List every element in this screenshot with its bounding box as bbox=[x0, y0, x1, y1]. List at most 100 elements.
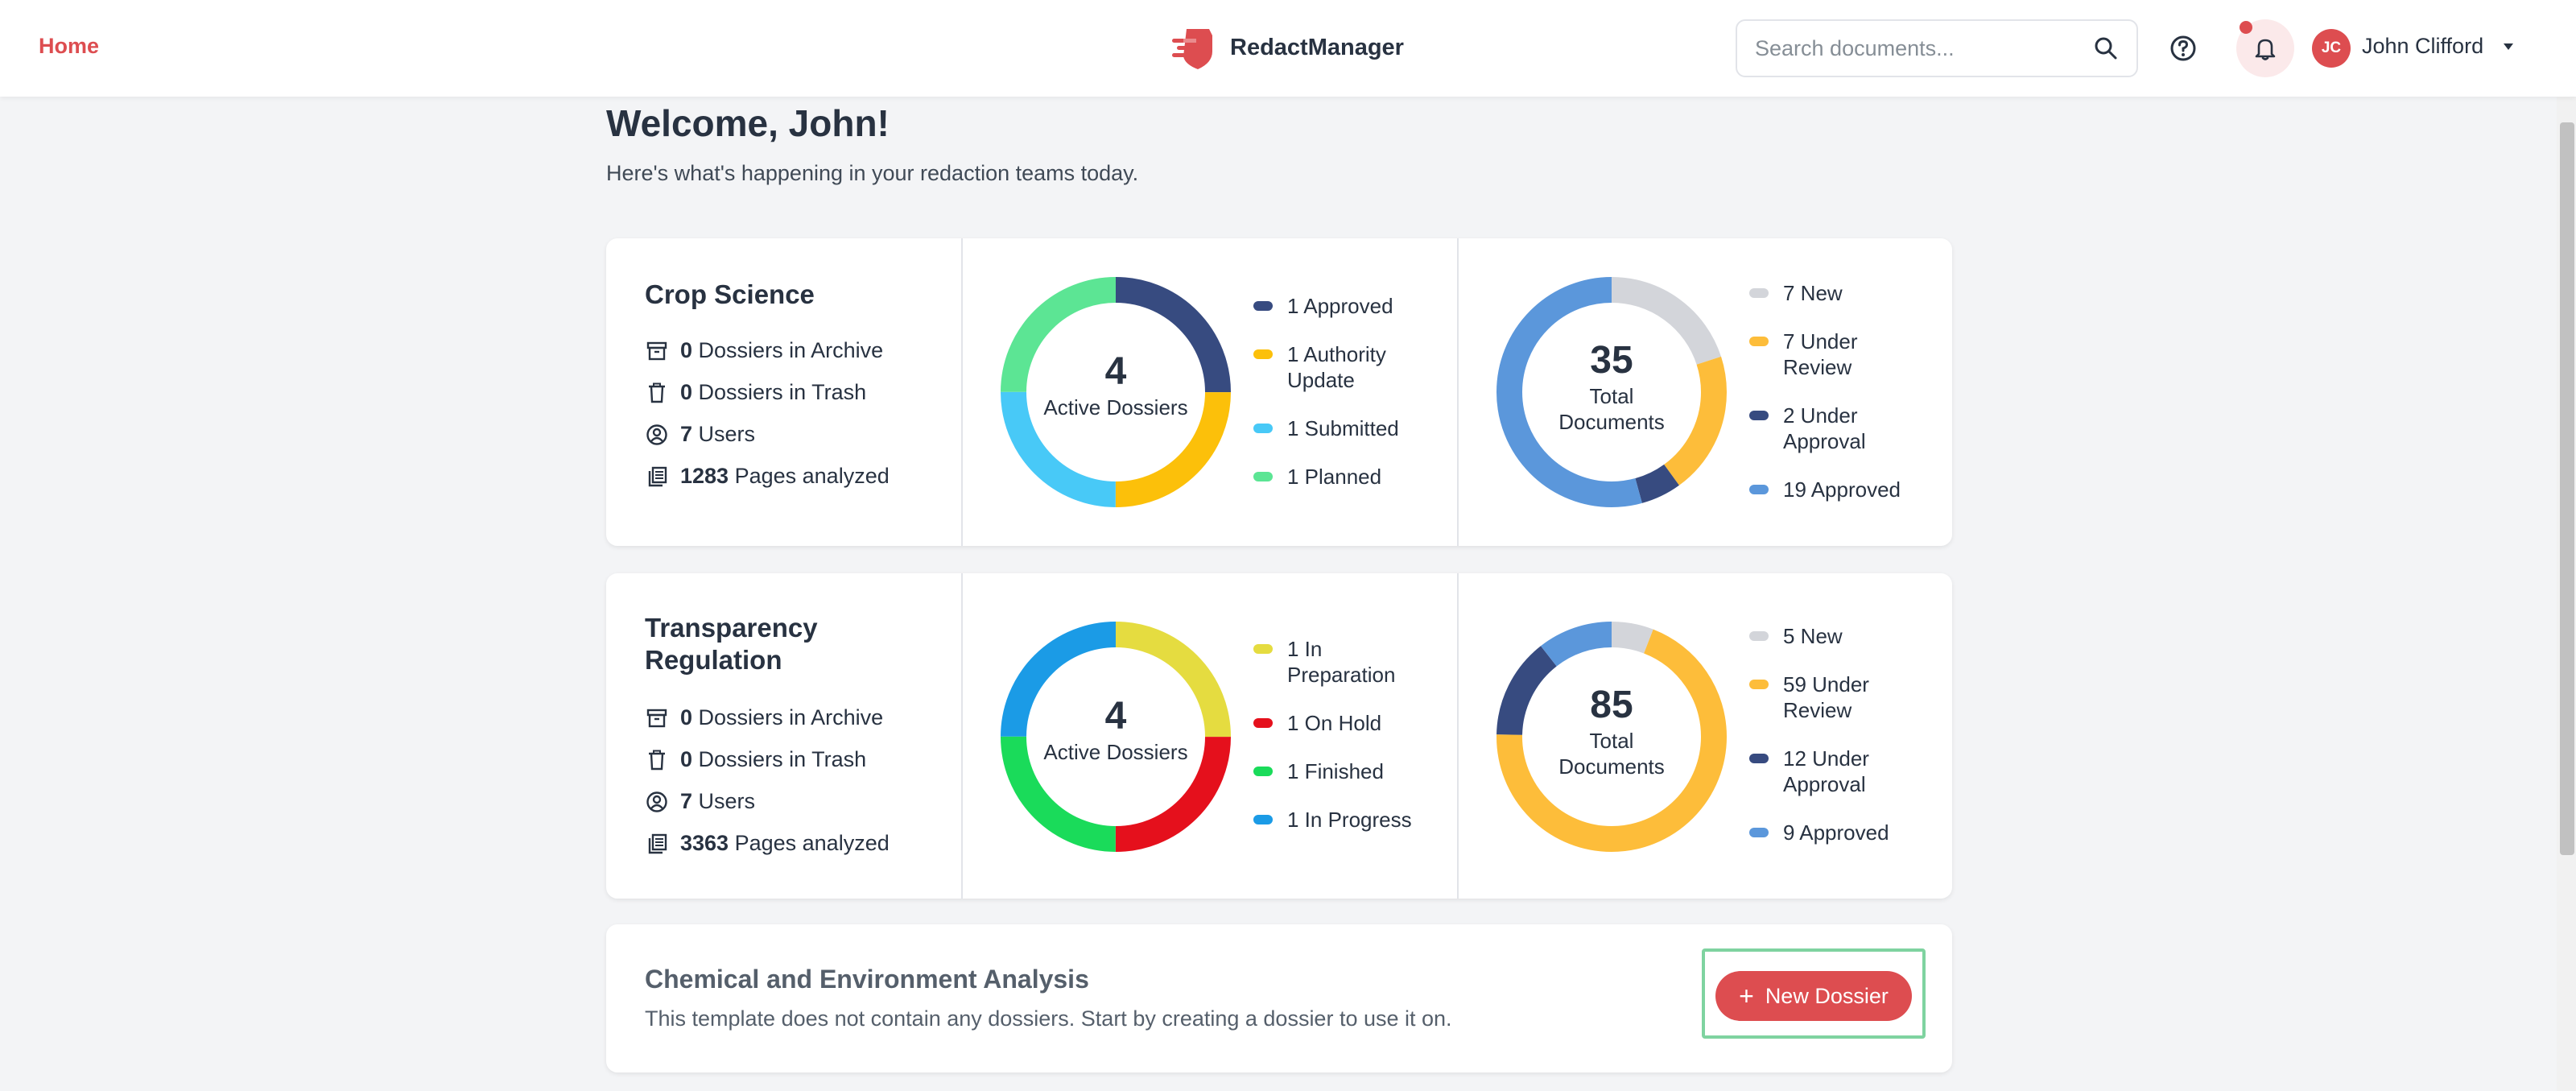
legend-item[interactable]: 1 In Progress bbox=[1253, 807, 1430, 833]
legend-item[interactable]: 7 Under Review bbox=[1749, 329, 1926, 380]
pages-icon bbox=[645, 465, 669, 489]
legend-item[interactable]: 2 Under Approval bbox=[1749, 403, 1926, 454]
brand: RedactManager bbox=[1169, 23, 1404, 72]
legend-item[interactable]: 1 Planned bbox=[1253, 464, 1430, 490]
avatar[interactable]: JC bbox=[2312, 29, 2351, 68]
legend-dot bbox=[1253, 349, 1273, 359]
stat-value: 0 bbox=[680, 705, 693, 729]
stat-label: Users bbox=[698, 422, 756, 446]
legend-item[interactable]: 1 Finished bbox=[1253, 758, 1430, 784]
stat-label: Pages analyzed bbox=[734, 831, 890, 855]
donut-segment bbox=[1001, 277, 1231, 507]
legend-dot bbox=[1253, 718, 1273, 728]
user-circle-icon bbox=[645, 790, 669, 814]
stat-value: 7 bbox=[680, 422, 693, 446]
home-link[interactable]: Home bbox=[39, 34, 100, 58]
legend-dot bbox=[1749, 411, 1769, 420]
stat-pages: 1283 Pages analyzed bbox=[645, 464, 890, 489]
active-dossiers-count: 4 bbox=[1104, 350, 1127, 393]
focus-highlight bbox=[1702, 948, 1926, 1039]
legend-label: 5 New bbox=[1783, 624, 1843, 648]
legend-item[interactable]: 1 In Preparation bbox=[1253, 636, 1430, 688]
stat-label: Dossiers in Archive bbox=[698, 705, 884, 729]
legend-label: 59 Under Review bbox=[1783, 672, 1869, 722]
donut-segment bbox=[1001, 622, 1231, 852]
page-subtitle: Here's what's happening in your redactio… bbox=[606, 161, 1139, 185]
brand-name: RedactManager bbox=[1230, 34, 1404, 60]
legend-item[interactable]: 1 On Hold bbox=[1253, 710, 1430, 736]
donut-center: 4 Active Dossiers bbox=[1001, 349, 1231, 420]
legend-item[interactable]: 59 Under Review bbox=[1749, 672, 1926, 723]
donut-segment bbox=[1001, 622, 1231, 852]
legend-dot bbox=[1749, 680, 1769, 689]
legend-dot bbox=[1253, 815, 1273, 824]
legend-label: 1 On Hold bbox=[1287, 711, 1382, 735]
stat-archive: 0 Dossiers in Archive bbox=[645, 338, 883, 363]
divider bbox=[961, 238, 963, 546]
divider bbox=[1457, 573, 1459, 899]
legend-item[interactable]: 12 Under Approval bbox=[1749, 746, 1926, 797]
trash-icon bbox=[645, 748, 669, 772]
team-card-crop-science: Crop Science 0 Dossiers in Archive 0 Dos… bbox=[606, 238, 1952, 546]
active-dossiers-label: Active Dossiers bbox=[1043, 395, 1188, 419]
user-name[interactable]: John Clifford bbox=[2362, 34, 2484, 58]
legend-item[interactable]: 1 Approved bbox=[1253, 293, 1430, 319]
team-name[interactable]: Crop Science bbox=[645, 279, 815, 309]
legend-item[interactable]: 5 New bbox=[1749, 623, 1926, 649]
active-dossiers-donut bbox=[1001, 622, 1231, 852]
legend-dot bbox=[1253, 767, 1273, 776]
help-icon[interactable] bbox=[2169, 34, 2198, 63]
stat-pages: 3363 Pages analyzed bbox=[645, 831, 890, 856]
active-dossiers-count: 4 bbox=[1104, 695, 1127, 738]
new-dossier-button[interactable]: + New Dossier bbox=[1715, 971, 1912, 1021]
search-icon[interactable] bbox=[2093, 35, 2119, 61]
stat-value: 3363 bbox=[680, 831, 729, 855]
template-title: Chemical and Environment Analysis bbox=[645, 965, 1089, 994]
bell-icon bbox=[2255, 39, 2276, 60]
total-documents-label-1: Total bbox=[1589, 729, 1634, 753]
donut-segment bbox=[1496, 622, 1727, 852]
stat-trash: 0 Dossiers in Trash bbox=[645, 380, 866, 405]
legend-dot bbox=[1253, 424, 1273, 433]
search-input[interactable] bbox=[1755, 35, 2093, 61]
stat-trash: 0 Dossiers in Trash bbox=[645, 747, 866, 772]
legend-dot bbox=[1749, 754, 1769, 763]
trash-icon bbox=[645, 381, 669, 405]
active-dossiers-donut bbox=[1001, 277, 1231, 507]
archive-icon bbox=[645, 339, 669, 363]
notification-badge bbox=[2240, 21, 2252, 34]
legend-label: 1 Planned bbox=[1287, 465, 1382, 489]
legend-label: 9 Approved bbox=[1783, 820, 1889, 845]
total-documents-label-2: Documents bbox=[1558, 754, 1665, 779]
legend-label: 12 Under Approval bbox=[1783, 746, 1869, 796]
legend-item[interactable]: 1 Submitted bbox=[1253, 415, 1430, 441]
legend-item[interactable]: 9 Approved bbox=[1749, 820, 1926, 845]
new-dossier-label: New Dossier bbox=[1765, 983, 1889, 1008]
stat-label: Dossiers in Archive bbox=[698, 338, 884, 362]
legend-item[interactable]: 1 Authority Update bbox=[1253, 341, 1430, 393]
stat-label: Dossiers in Trash bbox=[698, 747, 867, 771]
total-documents-label-1: Total bbox=[1589, 384, 1634, 408]
documents-donut bbox=[1496, 277, 1727, 507]
stat-label: Pages analyzed bbox=[734, 464, 890, 488]
legend-label: 1 In Preparation bbox=[1287, 637, 1396, 687]
legend-item[interactable]: 19 Approved bbox=[1749, 477, 1926, 502]
team-name[interactable]: Transparency Regulation bbox=[645, 613, 818, 675]
legend-item[interactable]: 7 New bbox=[1749, 280, 1926, 306]
donut-segment bbox=[1001, 277, 1231, 507]
legend-label: 1 Submitted bbox=[1287, 416, 1399, 440]
stat-value: 0 bbox=[680, 380, 693, 404]
stat-users: 7 Users bbox=[645, 422, 755, 447]
stat-label: Dossiers in Trash bbox=[698, 380, 867, 404]
donut-segment bbox=[1496, 277, 1727, 507]
caret-down-icon[interactable] bbox=[2502, 42, 2515, 52]
stat-value: 0 bbox=[680, 338, 693, 362]
template-description: This template does not contain any dossi… bbox=[645, 1006, 1452, 1031]
scrollbar-thumb[interactable] bbox=[2560, 122, 2574, 855]
divider bbox=[961, 573, 963, 899]
team-card-transparency-regulation: Transparency Regulation 0 Dossiers in Ar… bbox=[606, 573, 1952, 899]
search-box[interactable] bbox=[1736, 19, 2138, 77]
legend-dot bbox=[1253, 644, 1273, 654]
legend-label: 1 In Progress bbox=[1287, 808, 1412, 832]
legend-dot bbox=[1749, 337, 1769, 346]
